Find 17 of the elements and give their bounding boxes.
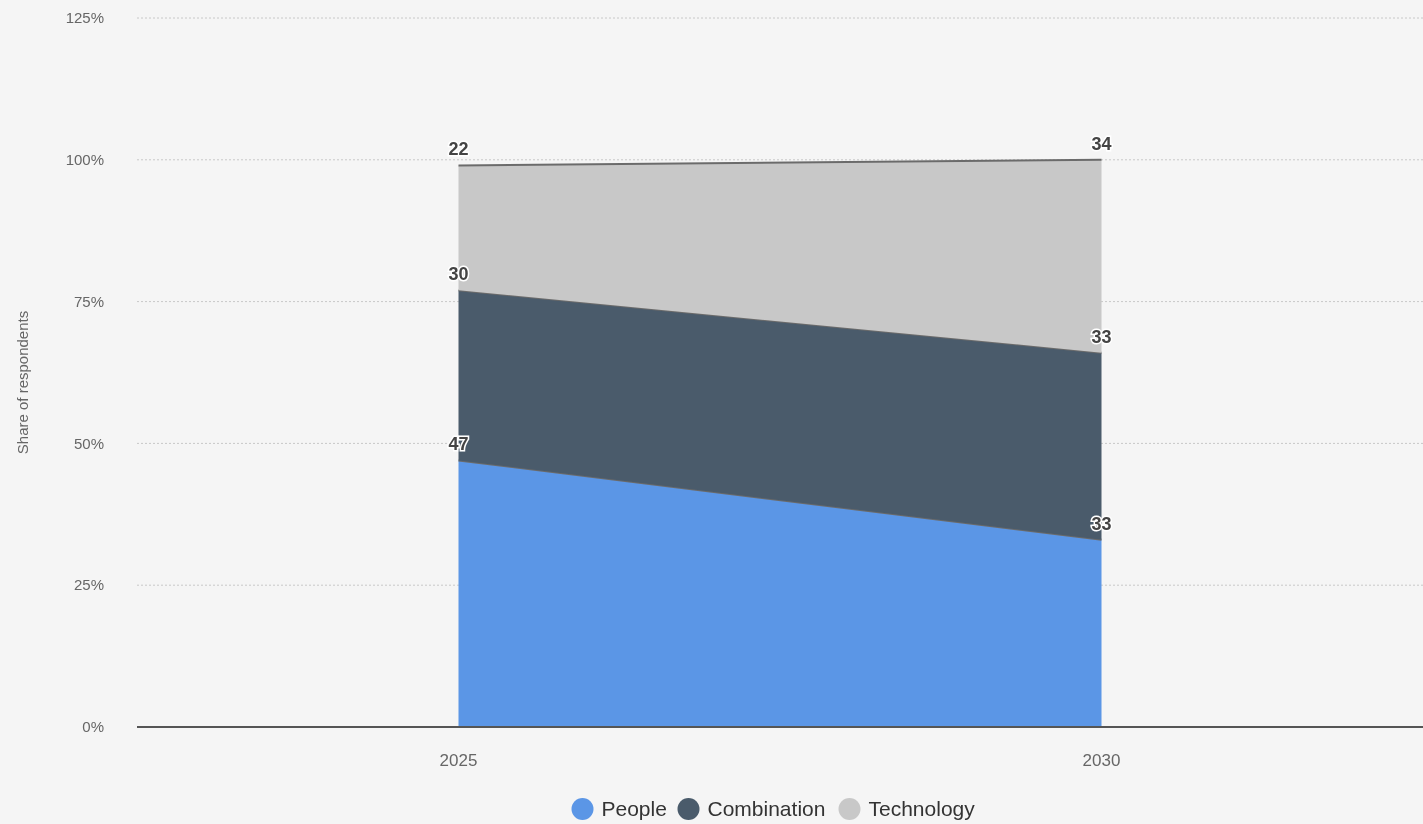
x-tick-label: 2030 [1082, 751, 1121, 770]
legend-label: Combination [707, 797, 826, 821]
y-tick-label: 50% [73, 434, 104, 452]
data-label: 33 [1091, 326, 1112, 347]
legend-label: People [601, 797, 667, 821]
y-tick-label: 100% [65, 151, 104, 169]
y-tick-label: 75% [73, 292, 104, 310]
y-tick-label: 25% [73, 576, 104, 594]
data-label: 30 [448, 264, 469, 285]
x-tick-label: 2025 [439, 751, 478, 770]
y-axis-title: Share of respondents [14, 310, 31, 455]
data-label: 33 [1091, 513, 1112, 534]
legend-label: Technology [868, 797, 976, 821]
data-label: 34 [1091, 133, 1112, 154]
y-tick-label: 125% [65, 9, 104, 27]
data-label: 22 [448, 139, 469, 160]
y-tick-label: 0% [82, 718, 104, 736]
